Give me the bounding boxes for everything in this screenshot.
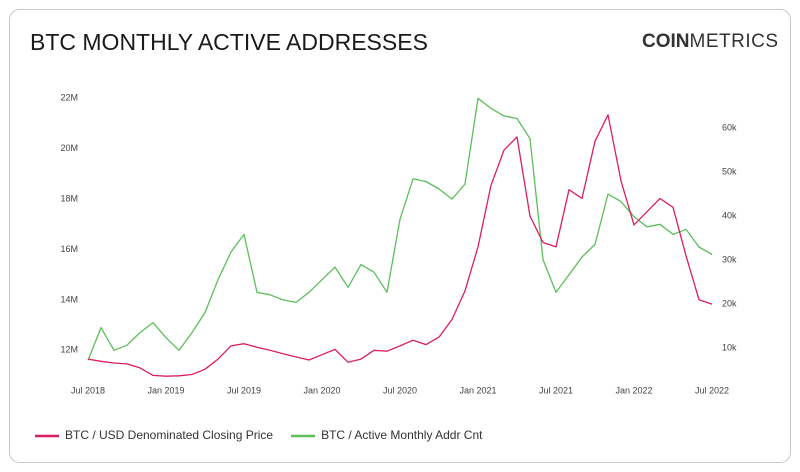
y-tick-label: 22M xyxy=(60,93,78,103)
x-tick-label: Jul 2018 xyxy=(71,385,105,395)
series-line xyxy=(87,97,713,361)
y-tick-label: 16M xyxy=(60,244,78,254)
x-tick-label: Jul 2021 xyxy=(539,385,573,395)
y-tick-label: 18M xyxy=(60,193,78,203)
y2-tick-label: 50k xyxy=(722,166,737,176)
legend-label: BTC / USD Denominated Closing Price xyxy=(65,428,273,442)
y-tick-label: 12M xyxy=(60,345,78,355)
card xyxy=(9,9,791,463)
x-tick-label: Jan 2020 xyxy=(303,385,340,395)
series-line xyxy=(87,114,713,377)
y-tick-label: 20M xyxy=(60,143,78,153)
chart-title: BTC MONTHLY ACTIVE ADDRESSES xyxy=(30,29,428,55)
y2-tick-label: 40k xyxy=(722,210,737,220)
x-tick-label: Jul 2019 xyxy=(227,385,261,395)
logo-bold: COIN xyxy=(642,31,690,52)
x-tick-label: Jan 2022 xyxy=(615,385,652,395)
y2-tick-label: 30k xyxy=(722,254,737,264)
logo-light: METRICS xyxy=(690,31,779,52)
y2-tick-label: 10k xyxy=(722,342,737,352)
y-tick-label: 14M xyxy=(60,294,78,304)
x-tick-label: Jan 2019 xyxy=(147,385,184,395)
legend-label: BTC / Active Monthly Addr Cnt xyxy=(321,428,483,442)
x-tick-label: Jan 2021 xyxy=(459,385,496,395)
y2-tick-label: 60k xyxy=(722,122,737,132)
x-tick-label: Jul 2022 xyxy=(695,385,729,395)
y2-tick-label: 20k xyxy=(722,298,737,308)
x-tick-label: Jul 2020 xyxy=(383,385,417,395)
